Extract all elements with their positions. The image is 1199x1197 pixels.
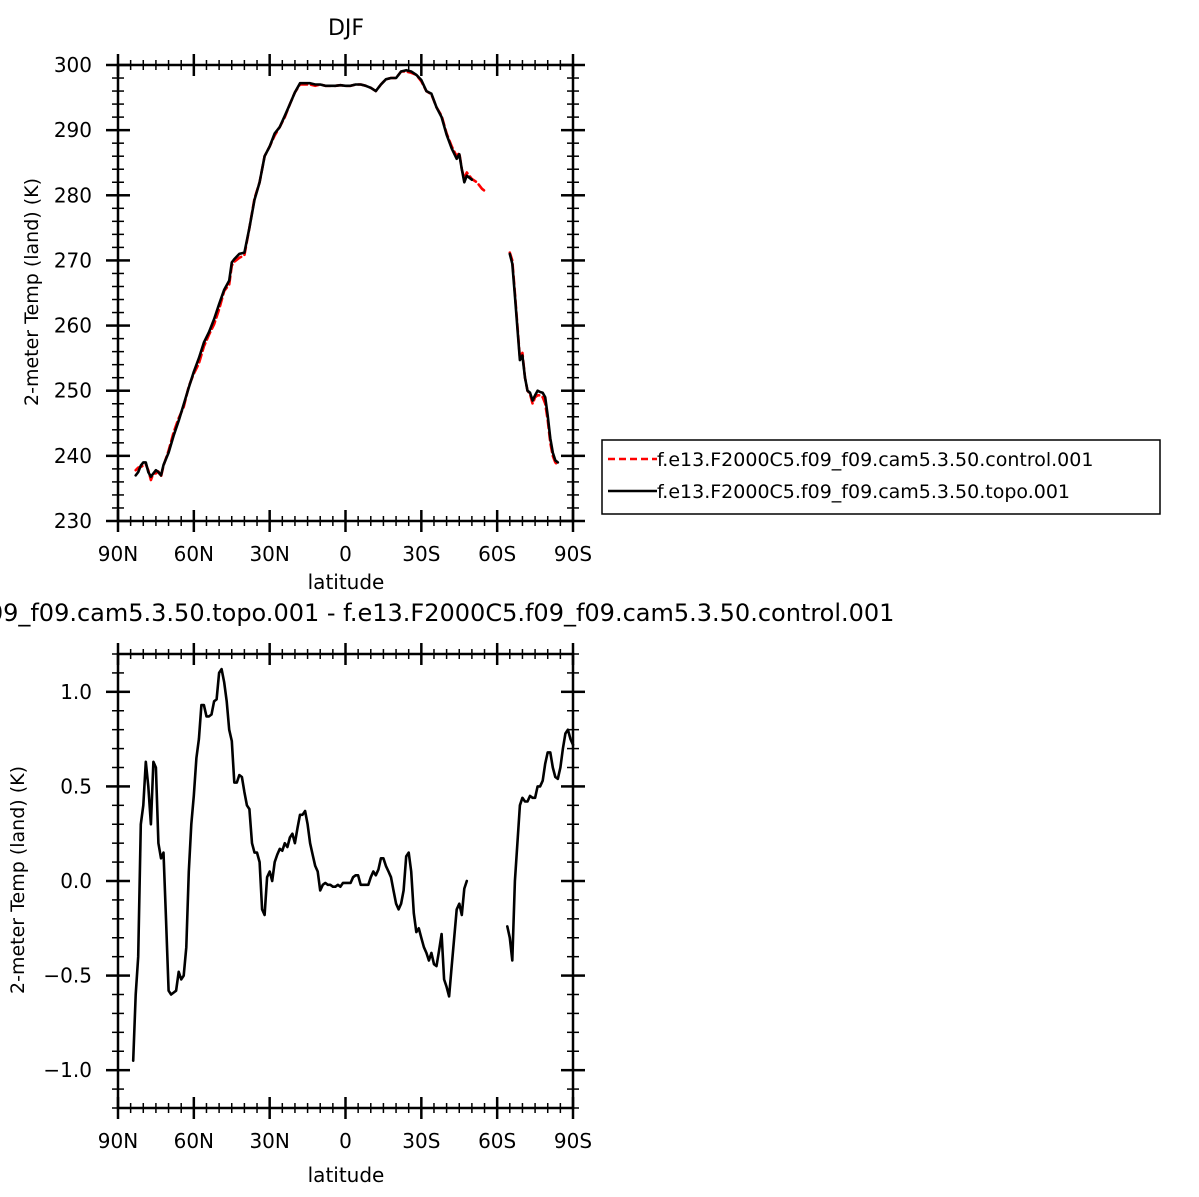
bottom-series-0-line-segment-0 xyxy=(131,667,469,1062)
top-y-tick-label: 260 xyxy=(54,314,92,338)
bottom-y-tick-label: −1.0 xyxy=(43,1058,92,1082)
top-y-tick-label: 250 xyxy=(54,379,92,403)
bottom-x-tick-label: 90S xyxy=(554,1129,592,1153)
top-x-tick-label: 90N xyxy=(98,542,138,566)
top-y-tick-label: 290 xyxy=(54,118,92,142)
top-y-tick-label: 240 xyxy=(54,444,92,468)
top-plot-frame xyxy=(116,63,575,523)
bottom-x-tick-label: 30N xyxy=(249,1129,289,1153)
bottom-series-layer xyxy=(131,667,575,1062)
top-series-layer xyxy=(134,68,560,482)
top-series-1-line-segment-0 xyxy=(134,68,474,478)
top-y-tick-label: 270 xyxy=(54,248,92,272)
bottom-y-axis-label: 2-meter Temp (land) (K) xyxy=(7,766,29,994)
legend: f.e13.F2000C5.f09_f09.cam5.3.50.control.… xyxy=(601,439,1161,515)
bottom-panel: f.e13.F2000C5.f09_f09.cam5.3.50.topo.001… xyxy=(0,599,894,1187)
bottom-plot-frame xyxy=(116,652,575,1110)
top-series-1-line-segment-1 xyxy=(508,252,560,464)
bottom-y-tick-label: 0.5 xyxy=(60,774,92,798)
legend-label-topo: f.e13.F2000C5.f09_f09.cam5.3.50.topo.001 xyxy=(657,481,1070,503)
top-x-tick-label: 30N xyxy=(249,542,289,566)
bottom-axes: 90N 60N 30N 0 30S 60S 90S −1.0 −0.5 0.0 0.5 1.0 xyxy=(43,643,592,1153)
top-y-tick-label: 230 xyxy=(54,509,92,533)
bottom-y-tick-label: 1.0 xyxy=(60,680,92,704)
top-x-tick-label: 60S xyxy=(478,542,516,566)
legend-box xyxy=(601,439,1161,515)
bottom-x-tick-label: 0 xyxy=(339,1129,352,1153)
top-panel-title: DJF xyxy=(328,16,364,41)
bottom-y-tick-label: −0.5 xyxy=(43,964,92,988)
top-x-tick-label: 90S xyxy=(554,542,592,566)
legend-label-control: f.e13.F2000C5.f09_f09.cam5.3.50.control.… xyxy=(657,449,1093,471)
bottom-panel-title: f.e13.F2000C5.f09_f09.cam5.3.50.topo.001… xyxy=(0,599,894,627)
bottom-series-0-line-segment-1 xyxy=(506,728,575,962)
top-y-tick-label: 300 xyxy=(54,53,92,77)
top-x-axis-label: latitude xyxy=(308,570,385,594)
bottom-x-tick-label: 60N xyxy=(174,1129,214,1153)
top-x-tick-label: 60N xyxy=(174,542,214,566)
top-series-0-line-segment-0 xyxy=(134,70,486,482)
bottom-x-tick-label: 30S xyxy=(402,1129,440,1153)
bottom-x-tick-label: 90N xyxy=(98,1129,138,1153)
top-x-tick-label: 0 xyxy=(339,542,352,566)
top-panel: DJF 90N 60N 30N 0 30S 60S 90S 230 240 250 260 270 28… xyxy=(21,16,1161,594)
top-y-axis-label: 2-meter Temp (land) (K) xyxy=(21,178,43,406)
bottom-y-tick-label: 0.0 xyxy=(60,869,92,893)
top-axes: 90N 60N 30N 0 30S 60S 90S 230 240 250 260 270 280 290… xyxy=(54,53,592,566)
top-y-tick-label: 280 xyxy=(54,183,92,207)
bottom-x-axis-label: latitude xyxy=(308,1163,385,1187)
bottom-x-tick-label: 60S xyxy=(478,1129,516,1153)
top-x-tick-label: 30S xyxy=(402,542,440,566)
